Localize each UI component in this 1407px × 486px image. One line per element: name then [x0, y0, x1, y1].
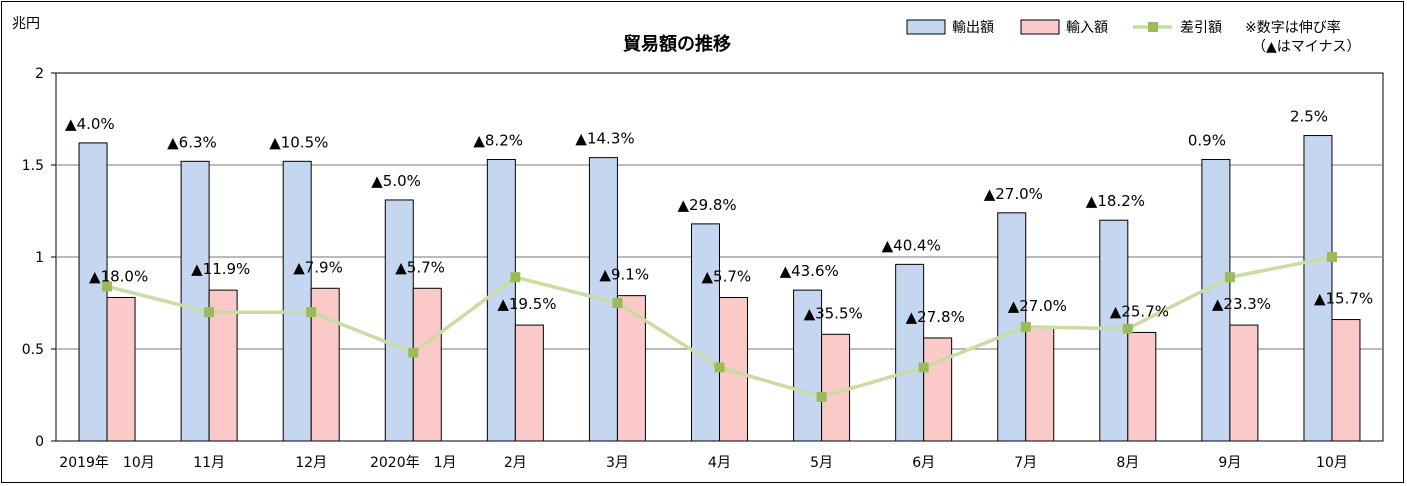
balance-marker	[102, 281, 113, 292]
import-bar	[1331, 319, 1361, 442]
export-growth-label: ▲43.6%	[780, 262, 839, 280]
export-bar	[793, 289, 823, 442]
import-bar	[514, 324, 544, 442]
export-bar	[384, 199, 414, 442]
y-tick-label: 1.5	[22, 158, 44, 174]
export-bar	[78, 142, 108, 442]
import-bar	[923, 337, 953, 442]
export-growth-label: ▲29.8%	[678, 196, 737, 214]
import-bar	[412, 287, 442, 442]
export-growth-label: ▲18.2%	[1086, 192, 1145, 210]
export-bar	[691, 223, 720, 442]
export-bar	[1201, 158, 1231, 442]
export-growth-label: ▲6.3%	[167, 133, 217, 151]
export-growth-label: ▲40.4%	[882, 236, 941, 254]
legend-note-sub: （▲はマイナス）	[1252, 39, 1361, 55]
export-bar	[486, 158, 516, 442]
x-tick-label: 5月	[810, 455, 833, 471]
export-bar	[282, 160, 312, 442]
import-growth-label: ▲35.5%	[804, 304, 863, 322]
balance-marker	[1326, 252, 1337, 262]
legend-export-swatch	[906, 19, 946, 35]
x-tick-label: 6月	[912, 455, 935, 471]
y-tick-label: 0	[35, 434, 44, 450]
balance-marker	[1122, 323, 1133, 334]
export-growth-label: ▲4.0%	[65, 115, 115, 133]
export-growth-label: ▲14.3%	[575, 130, 634, 148]
import-bar	[1025, 326, 1055, 442]
balance-marker	[408, 347, 419, 358]
import-bar	[106, 296, 136, 442]
chart-title: 貿易額の推移	[623, 33, 731, 55]
export-bar	[895, 263, 925, 442]
import-growth-label: ▲5.7%	[395, 258, 445, 276]
import-bar	[719, 296, 748, 442]
export-growth-label: ▲27.0%	[984, 185, 1043, 203]
export-growth-label: 0.9%	[1188, 131, 1226, 149]
x-tick-label: 9月	[1218, 455, 1241, 471]
legend-export-label: 輸出額	[952, 20, 994, 36]
import-growth-label: ▲15.7%	[1314, 290, 1373, 308]
x-tick-label: 3月	[606, 455, 629, 471]
legend-import-label: 輸入額	[1066, 20, 1108, 36]
x-tick-label: 8月	[1116, 455, 1139, 471]
import-growth-label: ▲18.0%	[89, 267, 148, 285]
import-growth-label: ▲27.0%	[1008, 297, 1067, 315]
import-growth-label: ▲27.8%	[906, 308, 965, 326]
import-bar	[1229, 324, 1259, 442]
y-tick-label: 2	[35, 66, 44, 82]
legend-note: ※数字は伸び率	[1245, 19, 1341, 36]
balance-marker	[306, 307, 317, 318]
legend-balance-label: 差引額	[1180, 20, 1222, 36]
import-bar	[616, 295, 646, 442]
import-growth-label: ▲9.1%	[599, 266, 649, 284]
x-tick-label: 2月	[504, 455, 527, 471]
x-tick-label: 10月	[1316, 455, 1348, 471]
export-bar	[1303, 135, 1333, 442]
export-growth-label: ▲8.2%	[473, 131, 523, 149]
y-tick-label: 1	[35, 250, 44, 266]
x-tick-label: 2020年 1月	[370, 455, 457, 471]
export-growth-label: ▲5.0%	[371, 172, 421, 190]
import-growth-label: ▲23.3%	[1212, 295, 1271, 313]
export-bar	[180, 160, 210, 442]
x-tick-label: 11月	[193, 455, 225, 471]
y-tick-label: 0.5	[22, 342, 44, 358]
x-tick-label: 12月	[295, 455, 327, 471]
balance-marker	[816, 391, 827, 402]
x-tick-label: 2019年 10月	[59, 455, 154, 471]
balance-marker	[1224, 272, 1235, 283]
x-tick-label: 4月	[708, 455, 731, 471]
balance-marker	[204, 307, 215, 318]
balance-marker	[714, 362, 725, 373]
import-bar	[821, 333, 851, 442]
y-axis-unit: 兆円	[12, 16, 40, 32]
balance-marker	[918, 362, 929, 373]
balance-marker	[612, 298, 623, 308]
legend-balance-marker	[1148, 22, 1158, 32]
x-tick-label: 7月	[1014, 455, 1037, 471]
import-growth-label: ▲5.7%	[702, 267, 752, 285]
import-growth-label: ▲11.9%	[191, 260, 250, 278]
import-growth-label: ▲19.5%	[497, 295, 556, 313]
export-growth-label: 2.5%	[1290, 108, 1328, 126]
balance-marker	[510, 272, 521, 283]
legend-import-swatch	[1020, 19, 1060, 35]
import-growth-label: ▲7.9%	[293, 258, 343, 276]
import-growth-label: ▲25.7%	[1110, 302, 1169, 320]
export-growth-label: ▲10.5%	[269, 133, 328, 151]
import-bar	[1127, 331, 1157, 442]
balance-marker	[1020, 321, 1031, 332]
